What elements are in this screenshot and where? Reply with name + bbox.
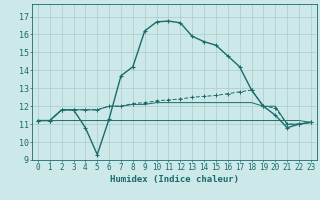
X-axis label: Humidex (Indice chaleur): Humidex (Indice chaleur)	[110, 175, 239, 184]
